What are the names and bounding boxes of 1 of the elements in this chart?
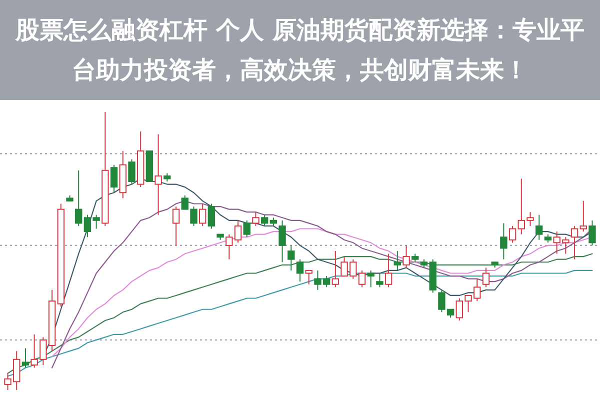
chart-title: 股票怎么融资杠杆 个人 原油期货配资新选择：专业平台助力投资者，高效决策，共创财富未来！ bbox=[14, 15, 586, 86]
